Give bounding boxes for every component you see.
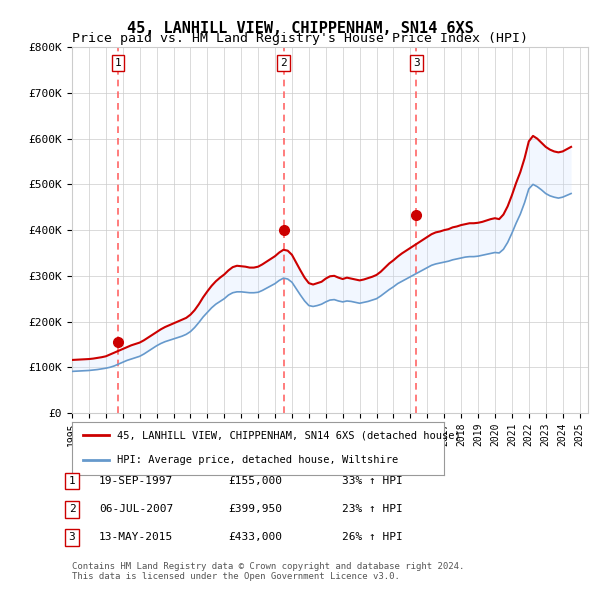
Text: 06-JUL-2007: 06-JUL-2007 (99, 504, 173, 514)
Text: 19-SEP-1997: 19-SEP-1997 (99, 476, 173, 486)
Text: £399,950: £399,950 (228, 504, 282, 514)
Text: 13-MAY-2015: 13-MAY-2015 (99, 533, 173, 542)
Text: 45, LANHILL VIEW, CHIPPENHAM, SN14 6XS (detached house): 45, LANHILL VIEW, CHIPPENHAM, SN14 6XS (… (116, 430, 460, 440)
Text: 23% ↑ HPI: 23% ↑ HPI (342, 504, 403, 514)
Text: 1: 1 (115, 58, 121, 68)
Text: 3: 3 (68, 533, 76, 542)
Text: 2: 2 (68, 504, 76, 514)
Text: £155,000: £155,000 (228, 476, 282, 486)
Text: Contains HM Land Registry data © Crown copyright and database right 2024.
This d: Contains HM Land Registry data © Crown c… (72, 562, 464, 581)
Text: Price paid vs. HM Land Registry's House Price Index (HPI): Price paid vs. HM Land Registry's House … (72, 32, 528, 45)
Text: 33% ↑ HPI: 33% ↑ HPI (342, 476, 403, 486)
Text: 45, LANHILL VIEW, CHIPPENHAM, SN14 6XS: 45, LANHILL VIEW, CHIPPENHAM, SN14 6XS (127, 21, 473, 35)
Text: 2: 2 (280, 58, 287, 68)
Text: HPI: Average price, detached house, Wiltshire: HPI: Average price, detached house, Wilt… (116, 455, 398, 465)
Text: 3: 3 (413, 58, 420, 68)
Text: £433,000: £433,000 (228, 533, 282, 542)
Text: 1: 1 (68, 476, 76, 486)
Text: 26% ↑ HPI: 26% ↑ HPI (342, 533, 403, 542)
